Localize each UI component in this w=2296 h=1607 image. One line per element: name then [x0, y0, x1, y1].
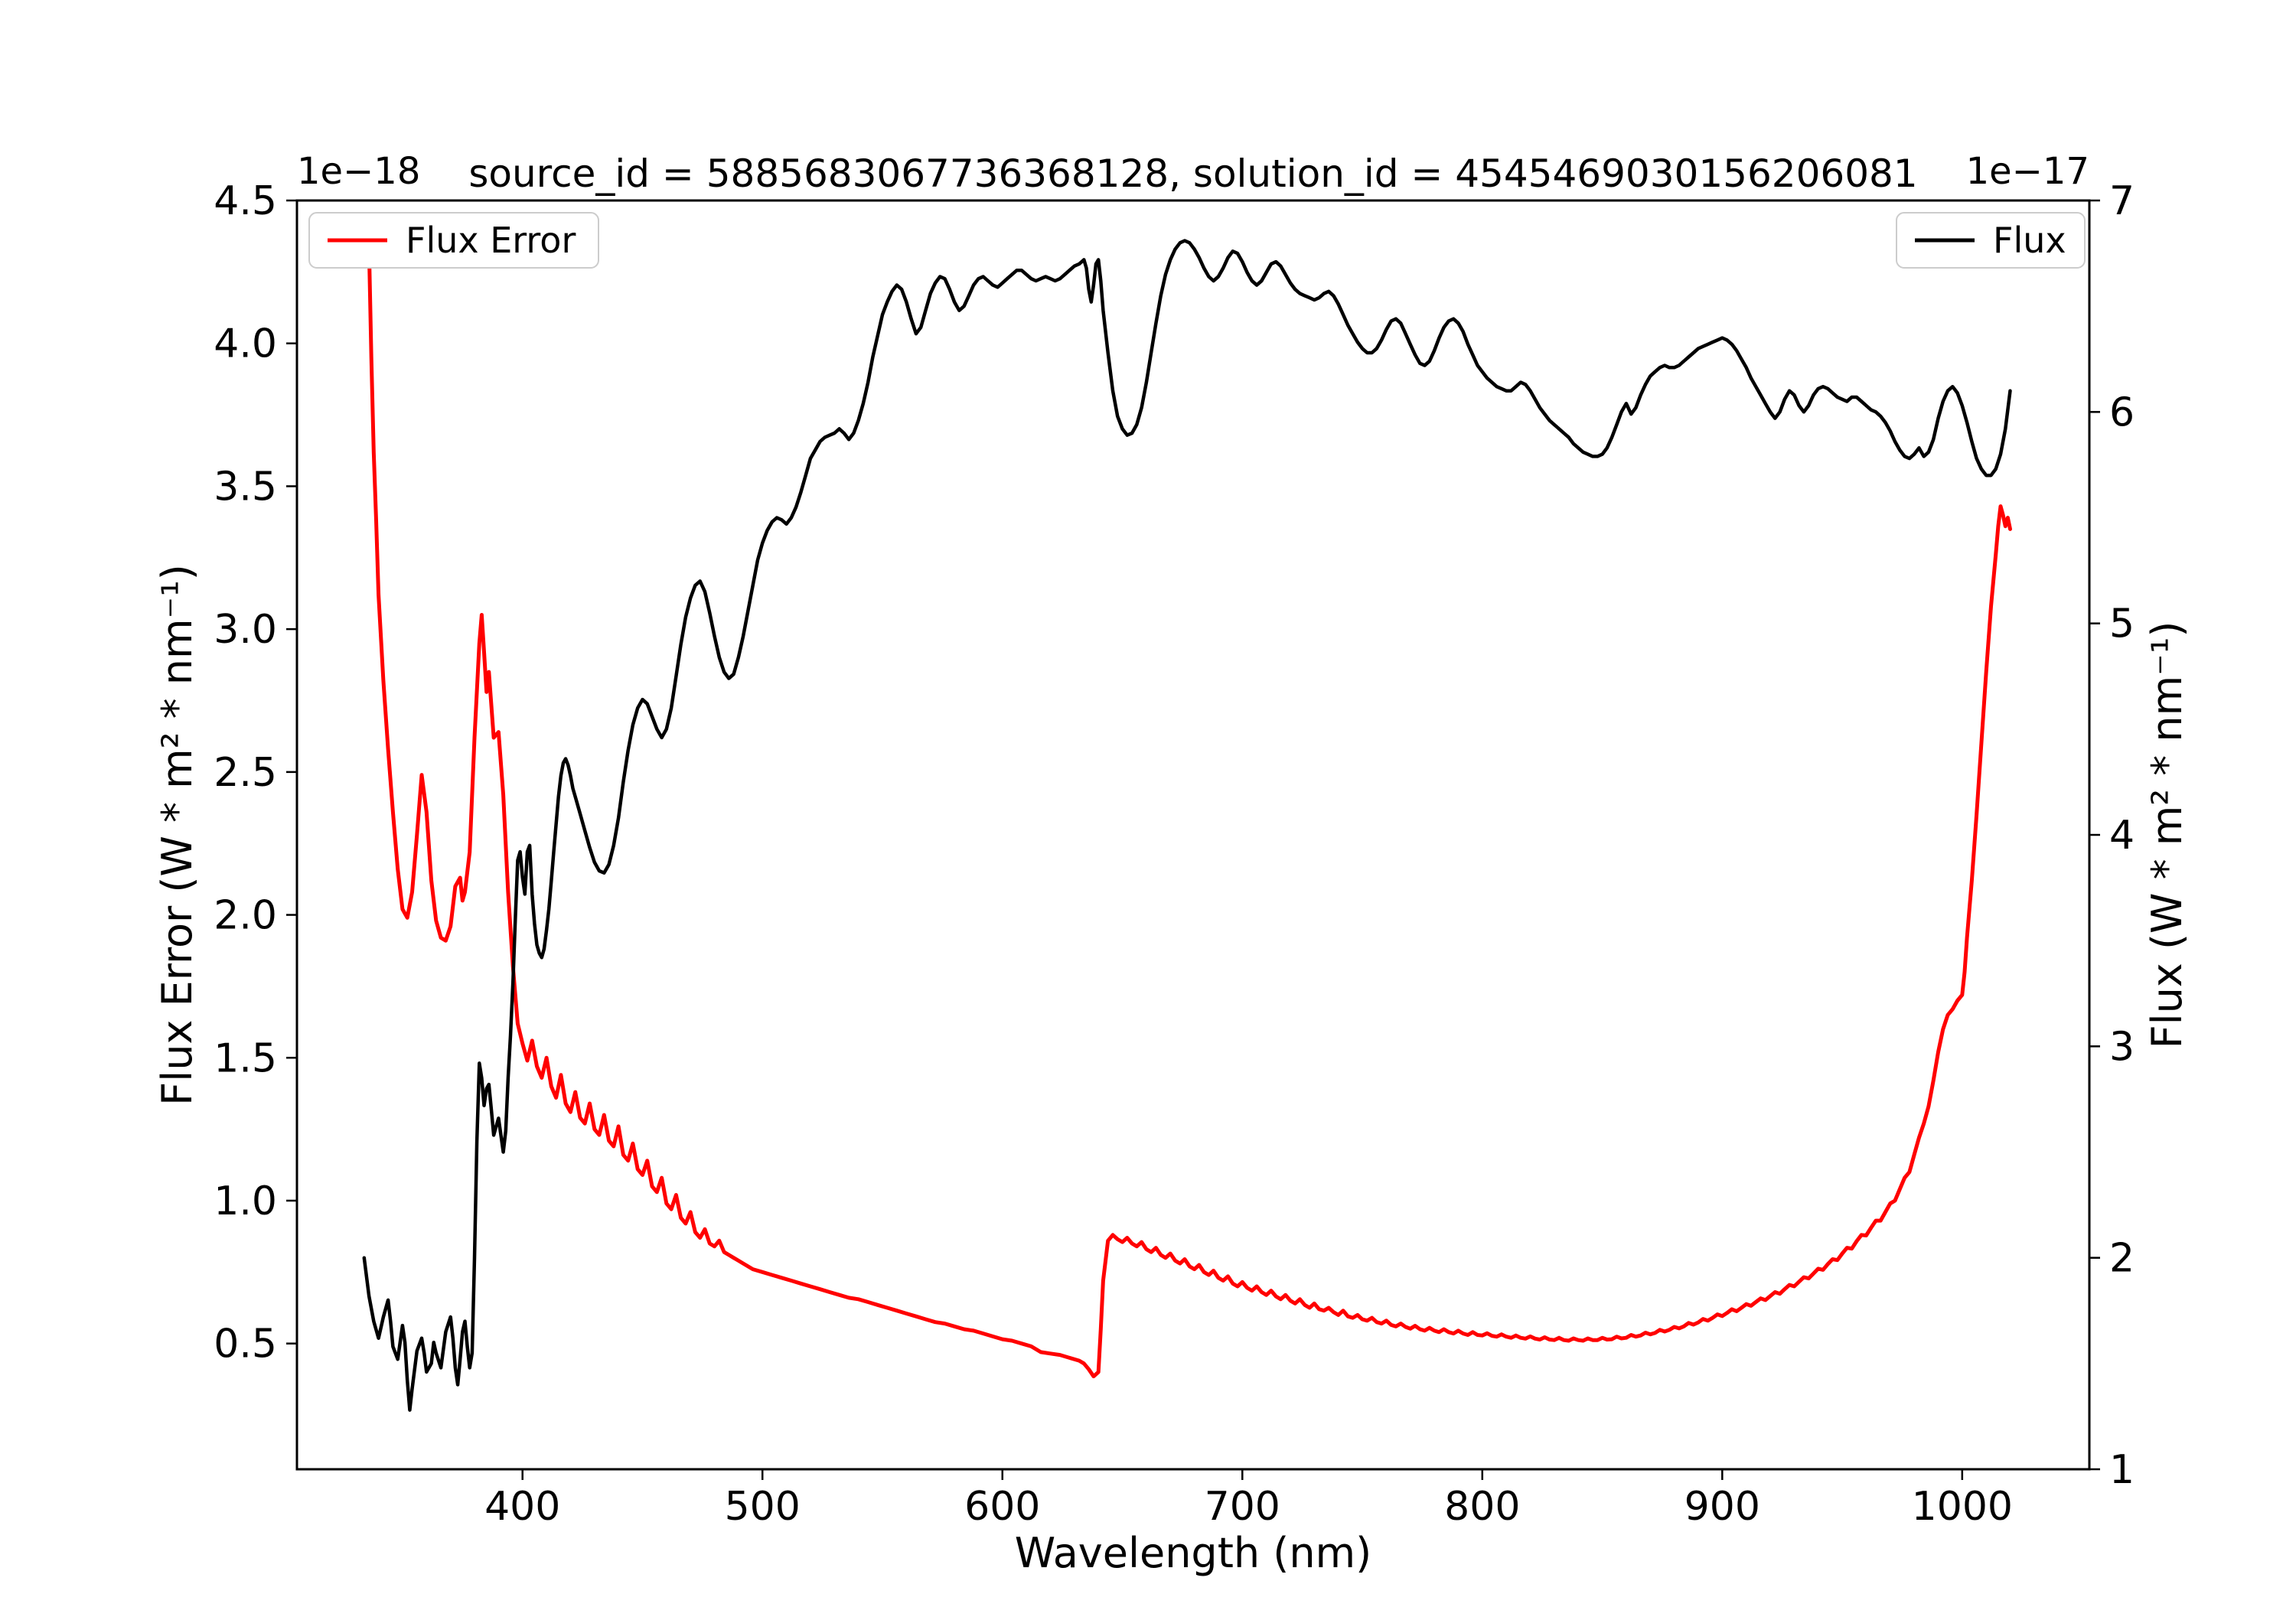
legend-label-flux-error: Flux Error — [406, 220, 576, 261]
right-axis-ticks: 1 2 3 4 5 6 7 — [2089, 178, 2135, 1493]
x-tick-label: 600 — [964, 1484, 1040, 1530]
chart-title: source_id = 5885683067736368128, solutio… — [468, 152, 1917, 196]
x-tick-label: 700 — [1205, 1484, 1280, 1530]
left-tick-label: 2.5 — [214, 750, 277, 796]
left-tick-label: 4.0 — [214, 321, 277, 367]
legend-frame — [308, 212, 599, 269]
left-tick-label: 3.0 — [214, 607, 277, 653]
left-tick-label: 3.5 — [214, 464, 277, 510]
x-tick-label: 400 — [484, 1484, 560, 1530]
x-axis-label: Wavelength (nm) — [1015, 1529, 1371, 1577]
left-tick-label: 1.0 — [214, 1178, 277, 1224]
left-y-axis-label: Flux Error (W * m² * nm⁻¹) — [153, 564, 201, 1106]
right-tick-label: 6 — [2109, 390, 2135, 435]
x-tick-label: 800 — [1444, 1484, 1520, 1530]
left-tick-label: 4.5 — [214, 178, 277, 224]
left-axis-ticks: 0.5 1.0 1.5 2.0 2.5 3.0 3.5 4.0 4.5 — [214, 178, 297, 1367]
right-axis-offset-text: 1e−17 — [1966, 150, 2089, 193]
left-axis-offset-text: 1e−18 — [297, 150, 420, 193]
legend-label-flux: Flux — [1993, 220, 2066, 261]
x-tick-label: 1000 — [1912, 1484, 2013, 1530]
right-tick-label: 1 — [2109, 1447, 2135, 1493]
x-tick-label: 500 — [725, 1484, 801, 1530]
left-tick-label: 1.5 — [214, 1035, 277, 1081]
left-tick-label: 0.5 — [214, 1322, 277, 1367]
right-tick-label: 4 — [2109, 813, 2135, 859]
x-axis-ticks: 400 500 600 700 800 900 1000 — [484, 1469, 2013, 1530]
right-tick-label: 5 — [2109, 601, 2135, 647]
series-line-flux — [362, 239, 2012, 1412]
data-curves — [362, 239, 2012, 1412]
right-y-axis-label: Flux (W * m² * nm⁻¹) — [2143, 621, 2191, 1049]
legend-frame — [1896, 212, 2086, 269]
legend-flux-error: Flux Error — [308, 212, 599, 269]
plot-frame — [295, 199, 2091, 1471]
x-tick-label: 900 — [1684, 1484, 1760, 1530]
left-tick-label: 2.0 — [214, 893, 277, 939]
legend-flux: Flux — [1896, 212, 2086, 269]
right-tick-label: 7 — [2109, 178, 2135, 224]
right-tick-label: 2 — [2109, 1236, 2135, 1282]
series-line-flux-error — [367, 241, 2012, 1379]
right-tick-label: 3 — [2109, 1024, 2135, 1070]
